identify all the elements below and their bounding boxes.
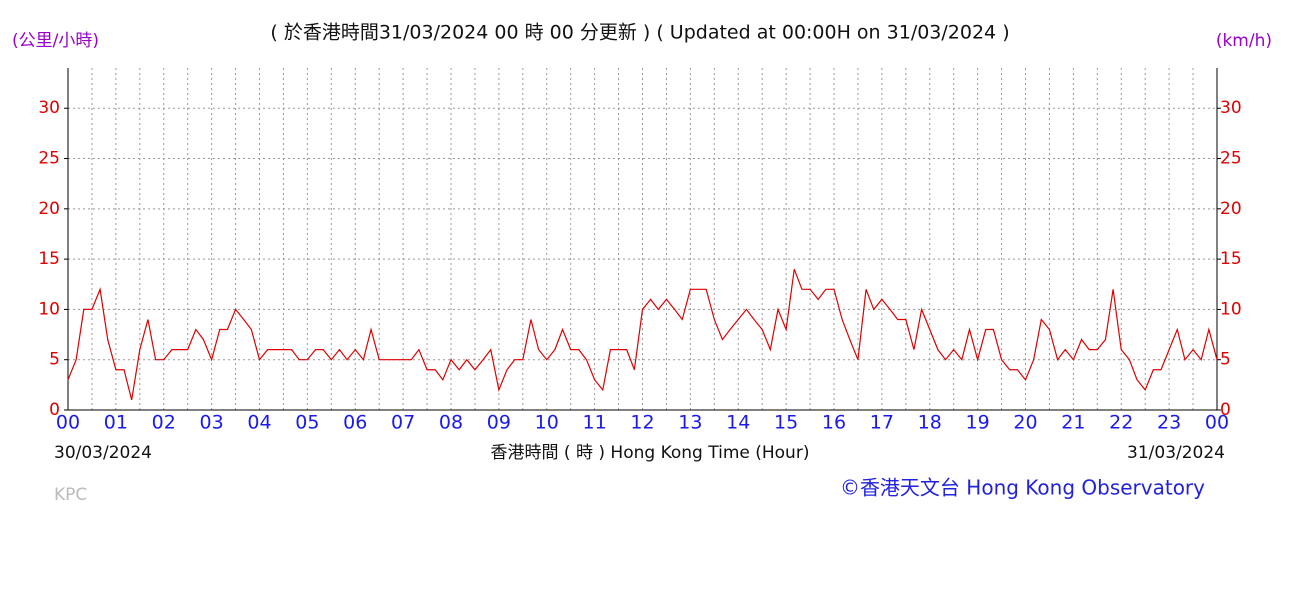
x-tick-label: 01: [104, 412, 128, 434]
y-tick-label-right: 10: [1220, 299, 1242, 319]
y-unit-left: (公里/小時): [12, 31, 99, 51]
y-tick-label: 5: [49, 350, 60, 370]
x-tick-label: 04: [247, 412, 271, 434]
x-tick-label: 19: [966, 412, 990, 434]
x-tick-label: 06: [343, 412, 367, 434]
x-axis-title: 香港時間 ( 時 ) Hong Kong Time (Hour): [491, 443, 810, 463]
x-tick-label: 14: [726, 412, 750, 434]
x-tick-label: 07: [391, 412, 415, 434]
x-tick-label: 05: [295, 412, 319, 434]
y-tick-label-right: 25: [1220, 149, 1242, 169]
x-tick-label: 21: [1061, 412, 1085, 434]
y-tick-label-right: 30: [1220, 98, 1242, 118]
y-tick-label-right: 5: [1220, 350, 1231, 370]
y-unit-right: (km/h): [1216, 31, 1272, 51]
x-tick-label: 13: [678, 412, 702, 434]
x-tick-label: 00: [1205, 412, 1229, 434]
y-tick-label: 25: [38, 149, 60, 169]
x-tick-label: 20: [1013, 412, 1037, 434]
x-tick-label: 03: [200, 412, 224, 434]
start-date: 30/03/2024: [54, 443, 152, 463]
x-tick-label: 15: [774, 412, 798, 434]
x-tick-label: 17: [870, 412, 894, 434]
y-tick-label-right: 15: [1220, 249, 1242, 269]
x-tick-label: 12: [630, 412, 654, 434]
x-tick-label: 18: [918, 412, 942, 434]
chart-title: ( 於香港時間31/03/2024 00 時 00 分更新 ) ( Update…: [270, 22, 1009, 44]
x-tick-label: 22: [1109, 412, 1133, 434]
credit: ©香港天文台 Hong Kong Observatory: [840, 476, 1205, 500]
x-tick-label: 02: [152, 412, 176, 434]
x-tick-label: 00: [56, 412, 80, 434]
x-tick-label: 10: [535, 412, 559, 434]
x-tick-label: 09: [487, 412, 511, 434]
y-tick-label-right: 0: [1220, 400, 1231, 420]
y-tick-label: 10: [38, 299, 60, 319]
y-tick-label: 0: [49, 400, 60, 420]
y-tick-label: 20: [38, 199, 60, 219]
y-tick-label: 15: [38, 249, 60, 269]
station-code: KPC: [54, 485, 87, 505]
wind-line: [67, 268, 1218, 401]
x-tick-label: 16: [822, 412, 846, 434]
x-tick-label: 23: [1157, 412, 1181, 434]
y-tick-label: 30: [38, 98, 60, 118]
x-tick-label: 11: [583, 412, 607, 434]
x-tick-label: 08: [439, 412, 463, 434]
end-date: 31/03/2024: [1127, 443, 1225, 463]
y-tick-label-right: 20: [1220, 199, 1242, 219]
